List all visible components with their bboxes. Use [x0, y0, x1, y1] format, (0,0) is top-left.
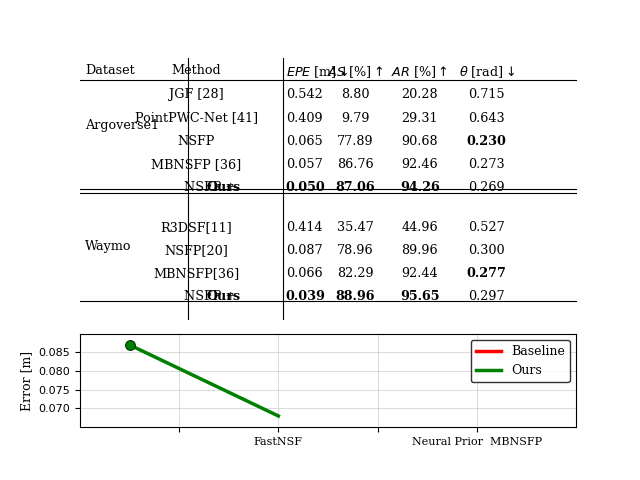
Text: 0.300: 0.300 [468, 244, 505, 257]
Text: 0.066: 0.066 [286, 267, 323, 280]
Text: $AS$ [%]$\uparrow$: $AS$ [%]$\uparrow$ [327, 64, 383, 80]
Text: NSFP +: NSFP + [184, 180, 240, 193]
Text: NSFP: NSFP [178, 134, 215, 147]
Text: MBNSFP [36]: MBNSFP [36] [152, 157, 242, 170]
Text: NSFP +: NSFP + [184, 290, 240, 303]
Text: 88.96: 88.96 [335, 290, 375, 303]
Text: 44.96: 44.96 [401, 221, 438, 234]
Text: Ours: Ours [207, 180, 241, 193]
Text: 78.96: 78.96 [337, 244, 374, 257]
Text: 87.06: 87.06 [335, 180, 375, 193]
Text: 90.68: 90.68 [401, 134, 438, 147]
Text: Waymo: Waymo [85, 240, 131, 253]
Text: 0.414: 0.414 [286, 221, 323, 234]
Text: Ours: Ours [207, 290, 241, 303]
Text: 89.96: 89.96 [401, 244, 438, 257]
Text: 0.277: 0.277 [467, 267, 507, 280]
Text: 35.47: 35.47 [337, 221, 374, 234]
Text: 86.76: 86.76 [337, 157, 374, 170]
Text: 82.29: 82.29 [337, 267, 374, 280]
Text: 8.80: 8.80 [341, 88, 369, 101]
Text: 9.79: 9.79 [341, 111, 369, 124]
Text: $EPE$ [m]$\downarrow$: $EPE$ [m]$\downarrow$ [286, 64, 348, 80]
Text: 0.269: 0.269 [468, 180, 505, 193]
Text: 20.28: 20.28 [401, 88, 438, 101]
Text: 0.039: 0.039 [286, 290, 326, 303]
Text: 92.46: 92.46 [401, 157, 438, 170]
Text: NSFP[20]: NSFP[20] [164, 244, 228, 257]
Text: 0.050: 0.050 [286, 180, 326, 193]
Text: 29.31: 29.31 [401, 111, 438, 124]
Text: R3DSF[11]: R3DSF[11] [161, 221, 232, 234]
Text: 0.230: 0.230 [467, 134, 507, 147]
Text: 0.643: 0.643 [468, 111, 505, 124]
Text: $\theta$ [rad]$\downarrow$: $\theta$ [rad]$\downarrow$ [459, 64, 515, 80]
Y-axis label: Error [m]: Error [m] [20, 350, 33, 410]
Text: 95.65: 95.65 [400, 290, 440, 303]
Text: JGF [28]: JGF [28] [169, 88, 224, 101]
Text: 94.26: 94.26 [400, 180, 440, 193]
Text: 0.087: 0.087 [286, 244, 323, 257]
Text: 0.715: 0.715 [468, 88, 505, 101]
Text: 0.057: 0.057 [286, 157, 323, 170]
Text: 77.89: 77.89 [337, 134, 374, 147]
Text: 0.297: 0.297 [468, 290, 505, 303]
Text: PointPWC-Net [41]: PointPWC-Net [41] [135, 111, 258, 124]
Text: 0.273: 0.273 [468, 157, 505, 170]
Text: 0.065: 0.065 [286, 134, 323, 147]
Text: Method: Method [172, 64, 221, 77]
Text: 92.44: 92.44 [401, 267, 438, 280]
Text: $AR$ [%]$\uparrow$: $AR$ [%]$\uparrow$ [391, 64, 448, 80]
Text: 0.409: 0.409 [286, 111, 323, 124]
Text: 0.542: 0.542 [286, 88, 323, 101]
Legend: Baseline, Ours: Baseline, Ours [471, 340, 570, 382]
Text: Argoverse1: Argoverse1 [85, 119, 159, 132]
Text: 0.527: 0.527 [468, 221, 505, 234]
Text: Dataset: Dataset [85, 64, 134, 77]
Text: MBNSFP[36]: MBNSFP[36] [154, 267, 240, 280]
